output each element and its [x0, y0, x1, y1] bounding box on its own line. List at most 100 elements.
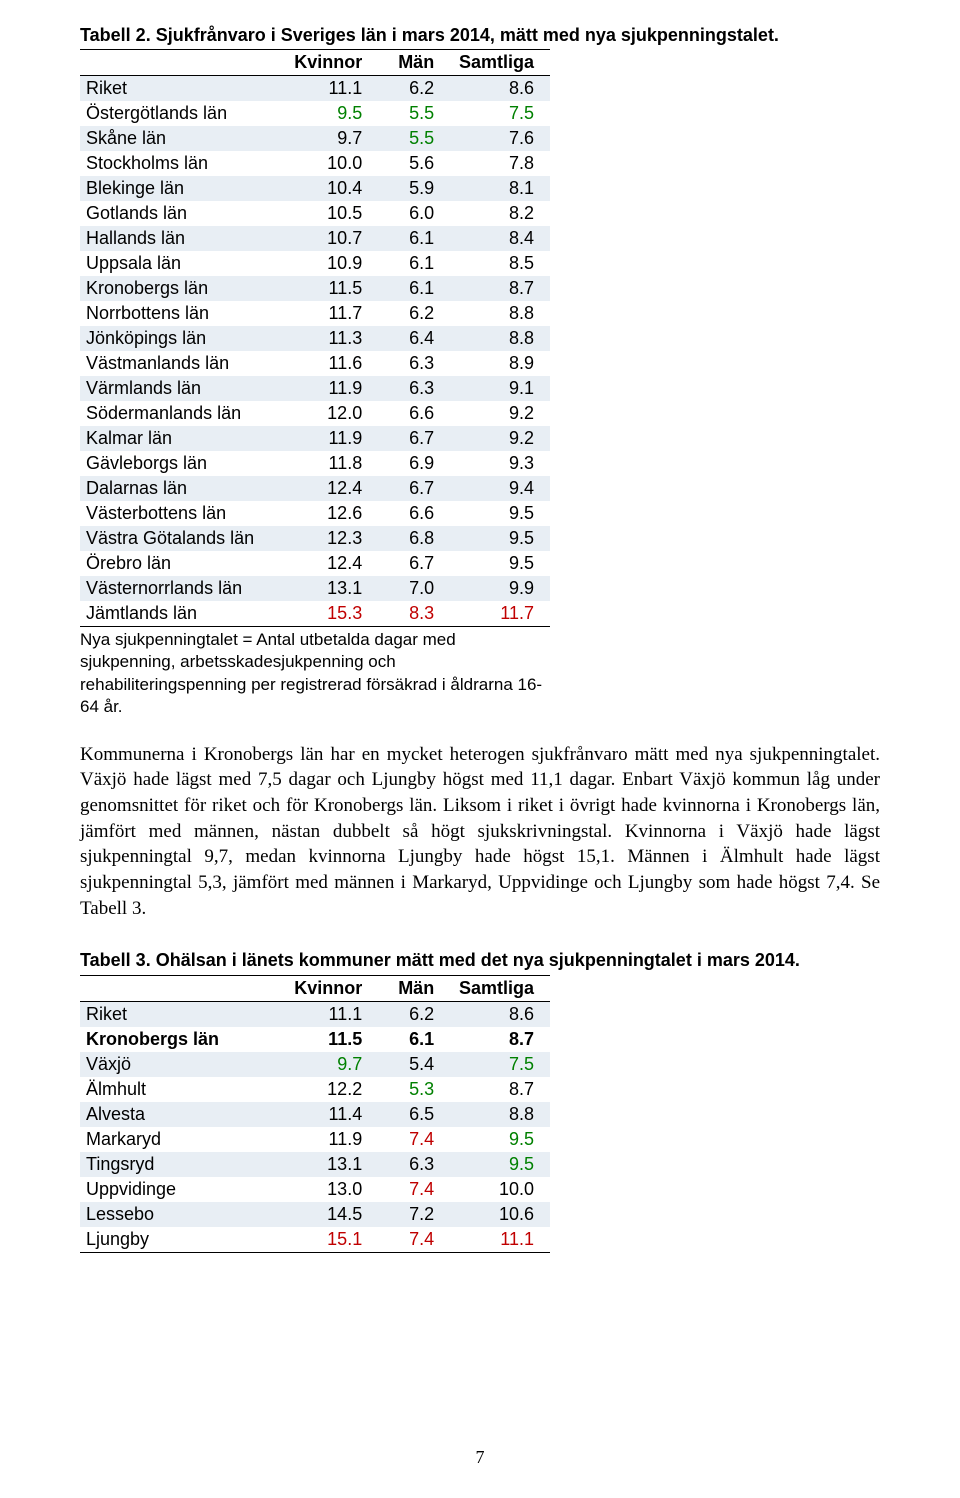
table1-title: Tabell 2. Sjukfrånvaro i Sveriges län i …	[80, 24, 880, 47]
table-row: Älmhult12.25.38.7	[80, 1077, 550, 1102]
row-value: 11.4	[286, 1102, 379, 1127]
table-row: Västmanlands län11.66.38.9	[80, 351, 550, 376]
table1-h1: Kvinnor	[286, 50, 379, 76]
row-value: 11.7	[450, 601, 550, 627]
table-row: Uppvidinge13.07.410.0	[80, 1177, 550, 1202]
table-row: Kalmar län11.96.79.2	[80, 426, 550, 451]
row-value: 8.9	[450, 351, 550, 376]
row-value: 6.6	[378, 501, 450, 526]
row-value: 10.0	[450, 1177, 550, 1202]
row-label: Jönköpings län	[80, 326, 286, 351]
row-label: Gotlands län	[80, 201, 286, 226]
row-value: 11.7	[286, 301, 379, 326]
table-row: Alvesta11.46.58.8	[80, 1102, 550, 1127]
row-label: Älmhult	[80, 1077, 286, 1102]
body-paragraph: Kommunerna i Kronobergs län har en mycke…	[80, 742, 880, 921]
row-label: Riket	[80, 1001, 286, 1027]
row-label: Alvesta	[80, 1102, 286, 1127]
row-value: 11.9	[286, 376, 379, 401]
row-label: Skåne län	[80, 126, 286, 151]
row-label: Norrbottens län	[80, 301, 286, 326]
row-value: 6.3	[378, 1152, 450, 1177]
row-value: 9.2	[450, 401, 550, 426]
table1-h2: Män	[378, 50, 450, 76]
row-value: 13.1	[286, 576, 379, 601]
row-value: 9.5	[450, 1127, 550, 1152]
row-value: 8.1	[450, 176, 550, 201]
row-label: Växjö	[80, 1052, 286, 1077]
row-value: 10.5	[286, 201, 379, 226]
row-value: 10.4	[286, 176, 379, 201]
row-label: Kronobergs län	[80, 1027, 286, 1052]
row-value: 12.4	[286, 476, 379, 501]
row-label: Kalmar län	[80, 426, 286, 451]
row-value: 5.9	[378, 176, 450, 201]
row-value: 7.4	[378, 1127, 450, 1152]
table-row: Ljungby15.17.411.1	[80, 1227, 550, 1253]
row-value: 5.3	[378, 1077, 450, 1102]
table2-h0	[80, 975, 286, 1001]
row-label: Västernorrlands län	[80, 576, 286, 601]
row-value: 9.1	[450, 376, 550, 401]
row-value: 9.4	[450, 476, 550, 501]
table1-h0	[80, 50, 286, 76]
row-label: Hallands län	[80, 226, 286, 251]
row-label: Västerbottens län	[80, 501, 286, 526]
row-value: 5.5	[378, 101, 450, 126]
table-row: Stockholms län10.05.67.8	[80, 151, 550, 176]
table-row: Riket11.16.28.6	[80, 76, 550, 102]
row-label: Stockholms län	[80, 151, 286, 176]
row-value: 8.7	[450, 276, 550, 301]
row-label: Östergötlands län	[80, 101, 286, 126]
row-value: 9.5	[450, 1152, 550, 1177]
row-value: 6.1	[378, 276, 450, 301]
row-label: Kronobergs län	[80, 276, 286, 301]
row-value: 6.7	[378, 551, 450, 576]
table-row: Tingsryd13.16.39.5	[80, 1152, 550, 1177]
table-row: Gävleborgs län11.86.99.3	[80, 451, 550, 476]
row-value: 12.2	[286, 1077, 379, 1102]
row-value: 6.7	[378, 426, 450, 451]
row-value: 11.1	[450, 1227, 550, 1253]
row-value: 7.5	[450, 1052, 550, 1077]
table2-header-row: Kvinnor Män Samtliga	[80, 975, 550, 1001]
row-value: 11.3	[286, 326, 379, 351]
table2-h2: Män	[378, 975, 450, 1001]
row-value: 11.1	[286, 1001, 379, 1027]
table1-footnote: Nya sjukpenningtalet = Antal utbetalda d…	[80, 629, 550, 717]
row-value: 9.5	[450, 501, 550, 526]
row-value: 11.1	[286, 76, 379, 102]
table-row: Örebro län12.46.79.5	[80, 551, 550, 576]
table2-h1: Kvinnor	[286, 975, 379, 1001]
row-value: 8.7	[450, 1077, 550, 1102]
row-value: 8.3	[378, 601, 450, 627]
table-row: Östergötlands län9.55.57.5	[80, 101, 550, 126]
table-row: Markaryd11.97.49.5	[80, 1127, 550, 1152]
row-value: 5.4	[378, 1052, 450, 1077]
table2-body: Riket11.16.28.6Kronobergs län11.56.18.7V…	[80, 1001, 550, 1252]
row-value: 11.6	[286, 351, 379, 376]
row-value: 9.3	[450, 451, 550, 476]
row-value: 15.3	[286, 601, 379, 627]
row-value: 8.7	[450, 1027, 550, 1052]
row-value: 11.5	[286, 1027, 379, 1052]
table-row: Västra Götalands län12.36.89.5	[80, 526, 550, 551]
table-row: Kronobergs län11.56.18.7	[80, 1027, 550, 1052]
row-value: 8.6	[450, 1001, 550, 1027]
row-value: 6.7	[378, 476, 450, 501]
row-value: 6.3	[378, 376, 450, 401]
row-label: Uppvidinge	[80, 1177, 286, 1202]
row-label: Riket	[80, 76, 286, 102]
row-value: 6.6	[378, 401, 450, 426]
row-value: 5.6	[378, 151, 450, 176]
row-value: 10.9	[286, 251, 379, 276]
row-value: 9.5	[450, 526, 550, 551]
row-label: Örebro län	[80, 551, 286, 576]
row-value: 8.2	[450, 201, 550, 226]
row-value: 5.5	[378, 126, 450, 151]
row-value: 7.6	[450, 126, 550, 151]
row-label: Jämtlands län	[80, 601, 286, 627]
row-value: 6.9	[378, 451, 450, 476]
row-value: 9.2	[450, 426, 550, 451]
row-value: 7.2	[378, 1202, 450, 1227]
